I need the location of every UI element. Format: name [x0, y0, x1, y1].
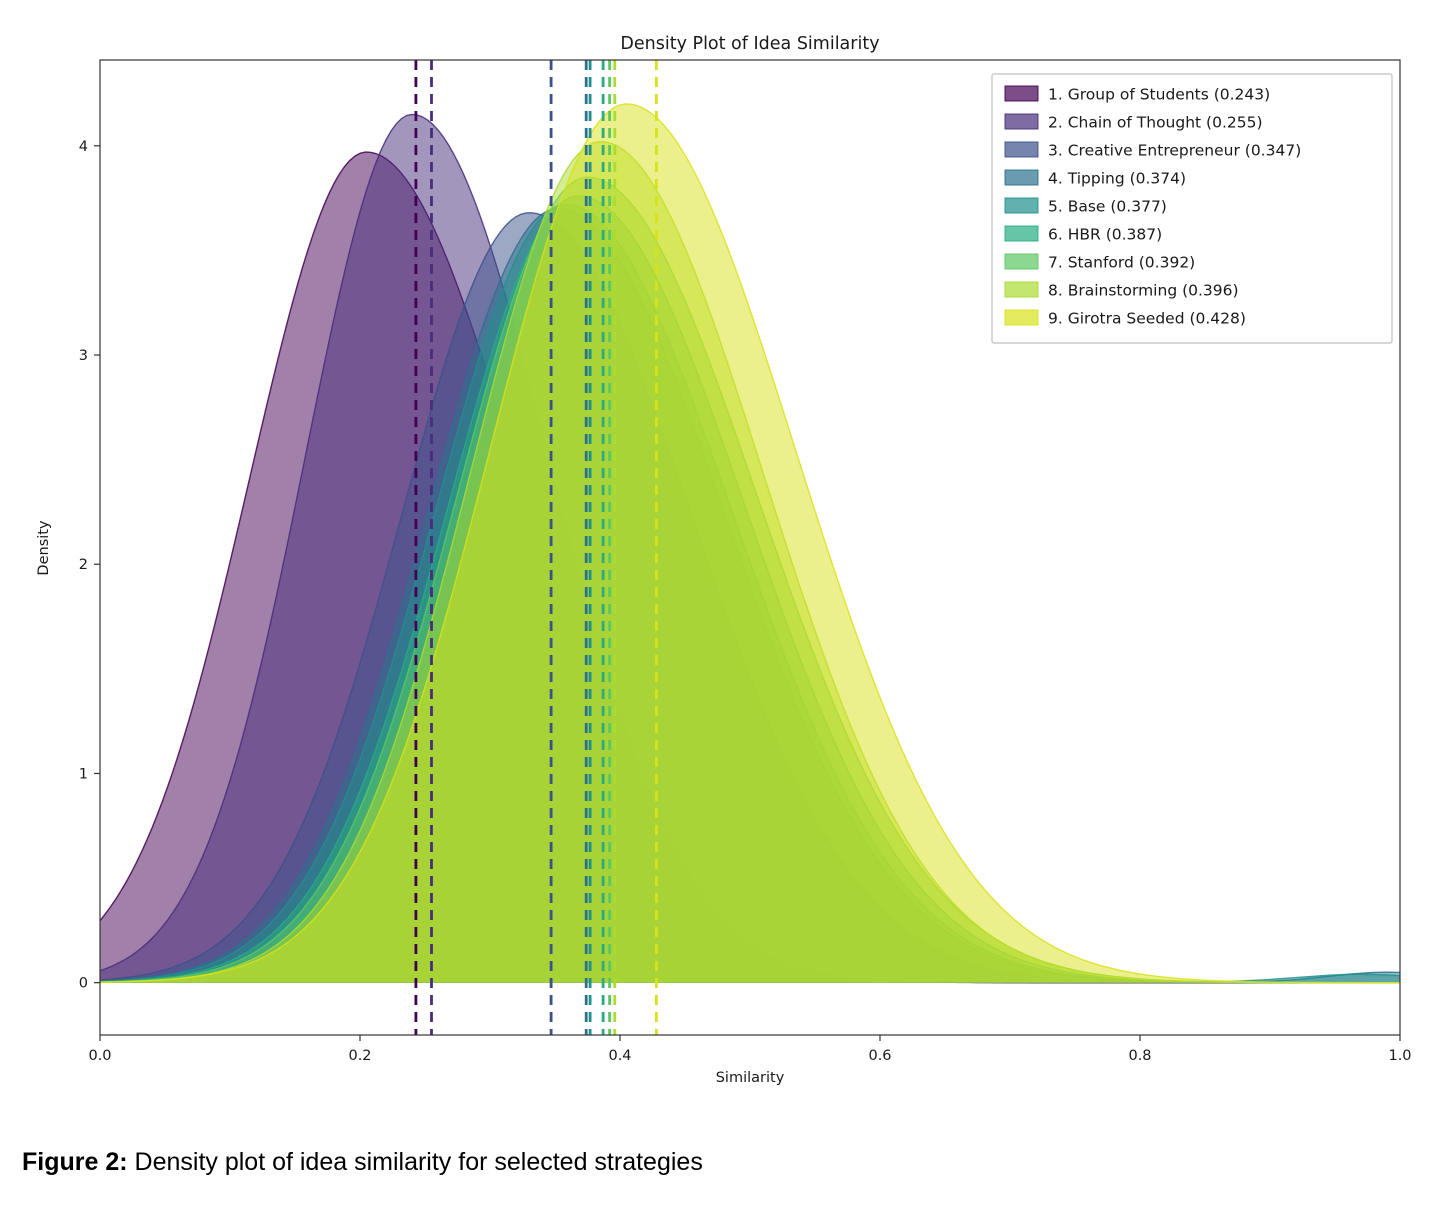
figure-caption-label: Figure 2: [22, 1148, 128, 1176]
density-plot-figure: 0.0 0.2 0.4 0.6 0.8 1.0 0 1 2 3 4 Density Plot of … [36, 34, 1412, 1086]
x-tick-label: 0.6 [868, 1048, 891, 1064]
density-curve-9 [100, 103, 1400, 983]
density-curve-outline-9 [100, 103, 1400, 984]
legend-label-5: 5. Base (0.377) [1048, 198, 1167, 216]
legend-swatch-1 [1004, 85, 1039, 102]
legend-label-2: 2. Chain of Thought (0.255) [1048, 114, 1263, 132]
y-tick-label: 2 [79, 557, 88, 573]
x-tick-label: 1.0 [1388, 1048, 1411, 1064]
legend-swatch-3 [1004, 141, 1039, 158]
density-curves-layer [100, 103, 1400, 984]
density-plot-svg: 0.0 0.2 0.4 0.6 0.8 1.0 0 1 2 3 4 Density Plot of … [36, 34, 1412, 1086]
chart-title: Density Plot of Idea Similarity [620, 34, 879, 54]
axes-layer: 0.0 0.2 0.4 0.6 0.8 1.0 0 1 2 3 4 [79, 59, 1412, 1064]
x-tick-label: 0.2 [348, 1048, 371, 1064]
x-tick-label: 0.8 [1128, 1048, 1151, 1064]
legend-swatch-9 [1004, 309, 1039, 326]
legend-swatch-2 [1004, 113, 1039, 130]
legend: 1. Group of Students (0.243) 2. Chain of … [991, 73, 1393, 344]
y-tick-label: 1 [79, 766, 88, 782]
legend-label-4: 4. Tipping (0.374) [1048, 170, 1186, 188]
y-axis-label: Density [36, 520, 52, 576]
figure-caption: Figure 2: Density plot of idea similarit… [22, 1148, 703, 1177]
y-tick-label: 0 [79, 976, 88, 992]
legend-swatch-8 [1004, 281, 1039, 298]
legend-label-1: 1. Group of Students (0.243) [1048, 86, 1270, 104]
legend-swatch-6 [1004, 225, 1039, 242]
y-tick-label: 3 [79, 348, 88, 364]
legend-label-8: 8. Brainstorming (0.396) [1048, 282, 1239, 300]
mean-lines-layer [414, 60, 658, 1035]
legend-label-9: 9. Girotra Seeded (0.428) [1048, 310, 1246, 328]
legend-label-7: 7. Stanford (0.392) [1048, 254, 1195, 272]
legend-swatch-5 [1004, 197, 1039, 214]
legend-label-6: 6. HBR (0.387) [1048, 226, 1162, 244]
y-tick-label: 4 [79, 139, 88, 155]
legend-label-3: 3. Creative Entrepreneur (0.347) [1048, 142, 1301, 160]
x-tick-label: 0.0 [88, 1048, 111, 1064]
x-axis-label: Similarity [716, 1070, 785, 1086]
legend-swatch-4 [1004, 169, 1039, 186]
legend-swatch-7 [1004, 253, 1039, 270]
figure-caption-text: Density plot of idea similarity for sele… [127, 1148, 703, 1176]
x-tick-label: 0.4 [608, 1048, 631, 1064]
